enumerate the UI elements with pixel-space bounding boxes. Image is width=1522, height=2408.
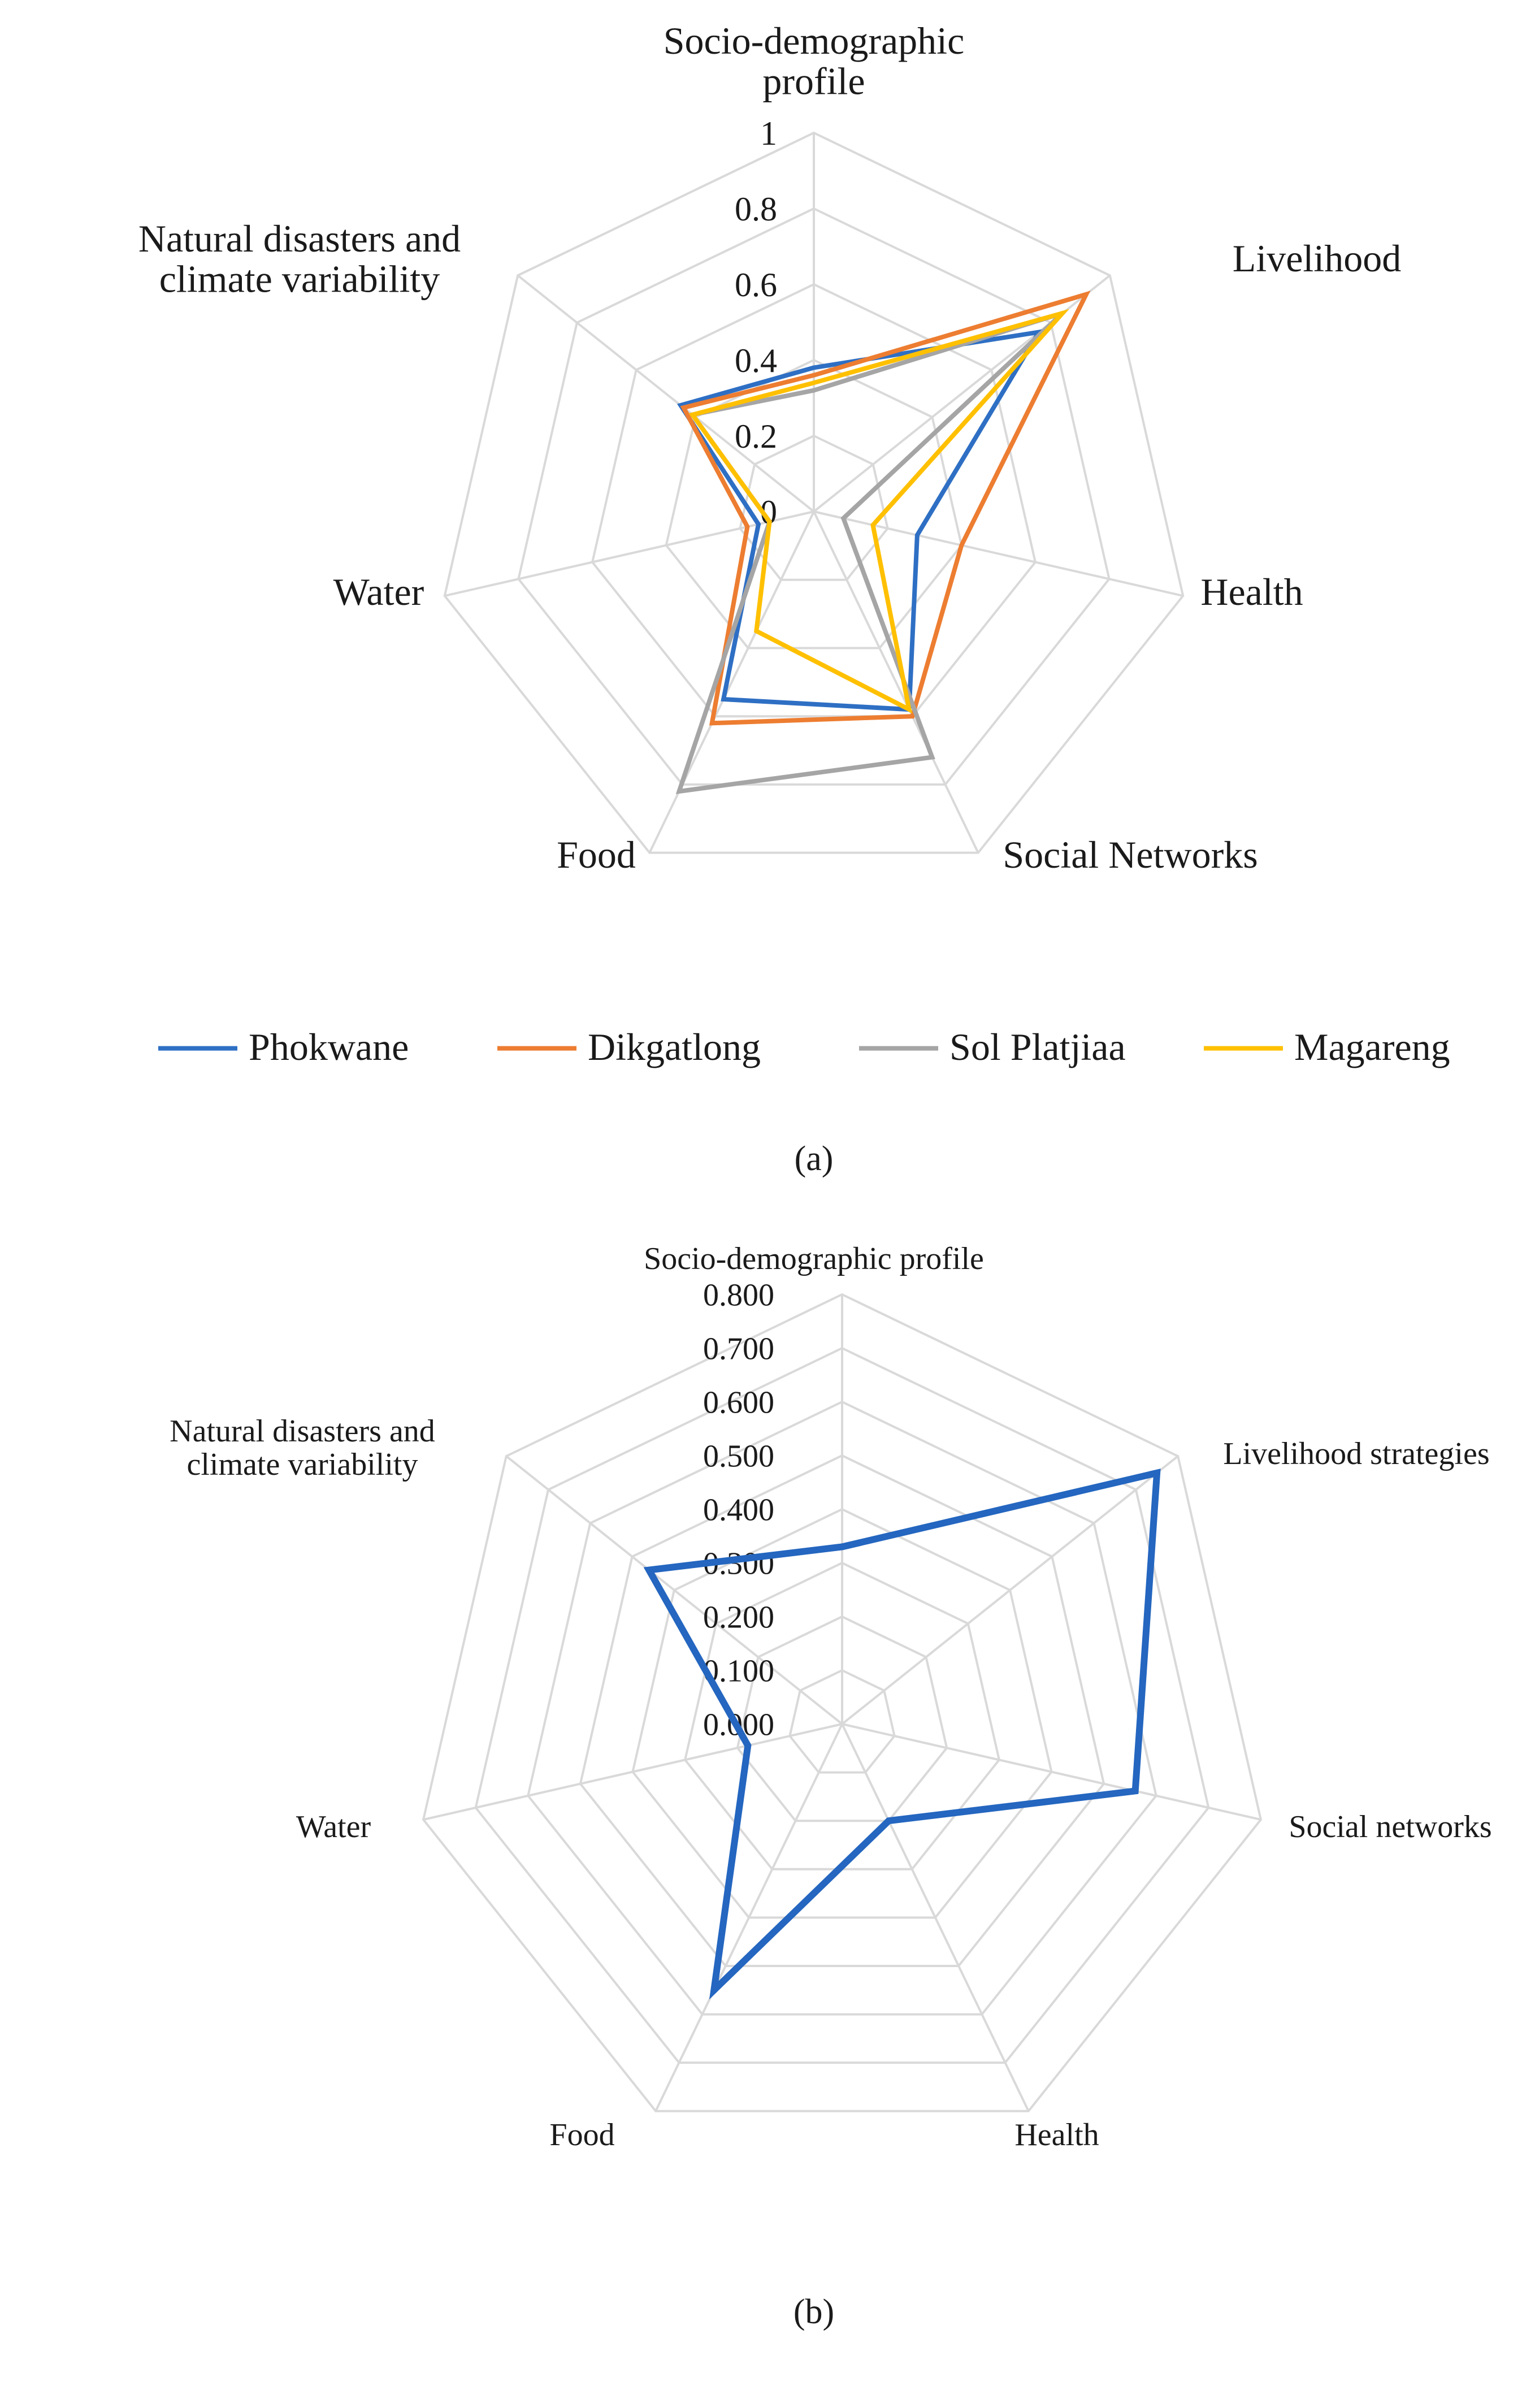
gridline-ring <box>527 1400 1157 2016</box>
axis-label: Water <box>296 1809 371 1844</box>
legend-label: Phokwane <box>249 1025 409 1068</box>
axis-label: Livelihood strategies <box>1223 1436 1489 1471</box>
axis-spoke <box>841 1723 1030 2112</box>
axis-label: Water <box>333 570 424 613</box>
series <box>675 291 1091 794</box>
gridline-ring <box>474 1346 1210 2064</box>
gridline-ring <box>736 1615 948 1822</box>
legend-item: Dikgatlong <box>497 1025 761 1068</box>
tick-label: 0.8 <box>735 190 777 228</box>
tick-label: 1 <box>760 115 777 152</box>
axis-label: Social networks <box>1289 1809 1491 1844</box>
tick-label: 0.2 <box>735 418 777 455</box>
axis-spoke <box>505 1455 843 1725</box>
axis-spoke <box>654 1723 843 2112</box>
series <box>643 1469 1161 2000</box>
legend: Phokwane Dikgatlong Sol Platjiaa Magareng <box>158 1025 1450 1068</box>
gridline-ring <box>788 1669 896 1774</box>
axis-label: Socio-demographic profile <box>664 19 965 102</box>
tick-label: 0.400 <box>703 1493 774 1528</box>
gridline-ring <box>422 1293 1263 2112</box>
axis-spoke <box>444 510 814 597</box>
gridline-ring <box>517 207 1111 786</box>
legend-label: Sol Platjiaa <box>949 1025 1126 1068</box>
axis-label: Natural disasters and climate variability <box>170 1414 435 1482</box>
gridline-ring <box>631 1508 1053 1919</box>
radar-chart-b: 0.0000.1000.2000.3000.4000.5000.6000.700… <box>170 1241 1491 2331</box>
axis-label: Social Networks <box>1003 833 1258 876</box>
tick-label: 0.4 <box>735 342 777 379</box>
tick-label: 0.600 <box>703 1385 774 1420</box>
axis-label: Food <box>549 2117 614 2153</box>
legend-item: Magareng <box>1204 1025 1450 1068</box>
axis-label: Livelihood <box>1233 237 1401 280</box>
gridline-ring <box>443 131 1185 854</box>
gridlines <box>422 1293 1263 2112</box>
tick-labels: 0.0000.1000.2000.3000.4000.5000.6000.700… <box>703 1278 774 1743</box>
tick-label: 0.700 <box>703 1332 774 1367</box>
gridline-ring <box>739 434 889 581</box>
legend-label: Magareng <box>1294 1025 1450 1068</box>
axis-label: Health <box>1200 570 1303 613</box>
axis-spoke <box>648 511 815 854</box>
tick-label: 0.500 <box>703 1439 774 1474</box>
axis-label: Socio-demographic profile <box>644 1241 984 1276</box>
tick-label: 0.6 <box>735 266 777 304</box>
axis-spoke <box>842 1723 1261 1821</box>
axis-label: Health <box>1014 2117 1099 2153</box>
legend-item: Phokwane <box>158 1025 409 1068</box>
gridline-ring <box>579 1454 1105 1967</box>
gridline-ring <box>665 358 963 649</box>
gridlines <box>443 131 1185 854</box>
series-line-series <box>643 1469 1161 2000</box>
legend-label: Dikgatlong <box>588 1025 761 1068</box>
tick-label: 0.200 <box>703 1600 774 1635</box>
axis-spoke <box>423 1723 843 1821</box>
axis-label: Food <box>557 833 636 876</box>
figure-caption: (b) <box>793 2293 834 2331</box>
series-line-dikgatlong <box>680 291 1091 726</box>
series-line-magareng <box>688 309 1070 714</box>
figure-caption: (a) <box>795 1140 834 1178</box>
axis-label: Natural disasters and climate variability <box>138 217 461 300</box>
axis-spoke <box>517 274 815 513</box>
axis-labels: Socio-demographic profile Livelihood Health… <box>138 19 1401 876</box>
tick-label: 0.800 <box>703 1278 774 1313</box>
axis-spoke <box>813 511 979 854</box>
legend-item: Sol Platjiaa <box>859 1025 1126 1068</box>
axis-spoke <box>841 1455 1179 1725</box>
tick-labels: 00.20.40.60.81 <box>735 115 777 531</box>
axis-labels: Socio-demographic profile Livelihood stra… <box>170 1241 1491 2153</box>
